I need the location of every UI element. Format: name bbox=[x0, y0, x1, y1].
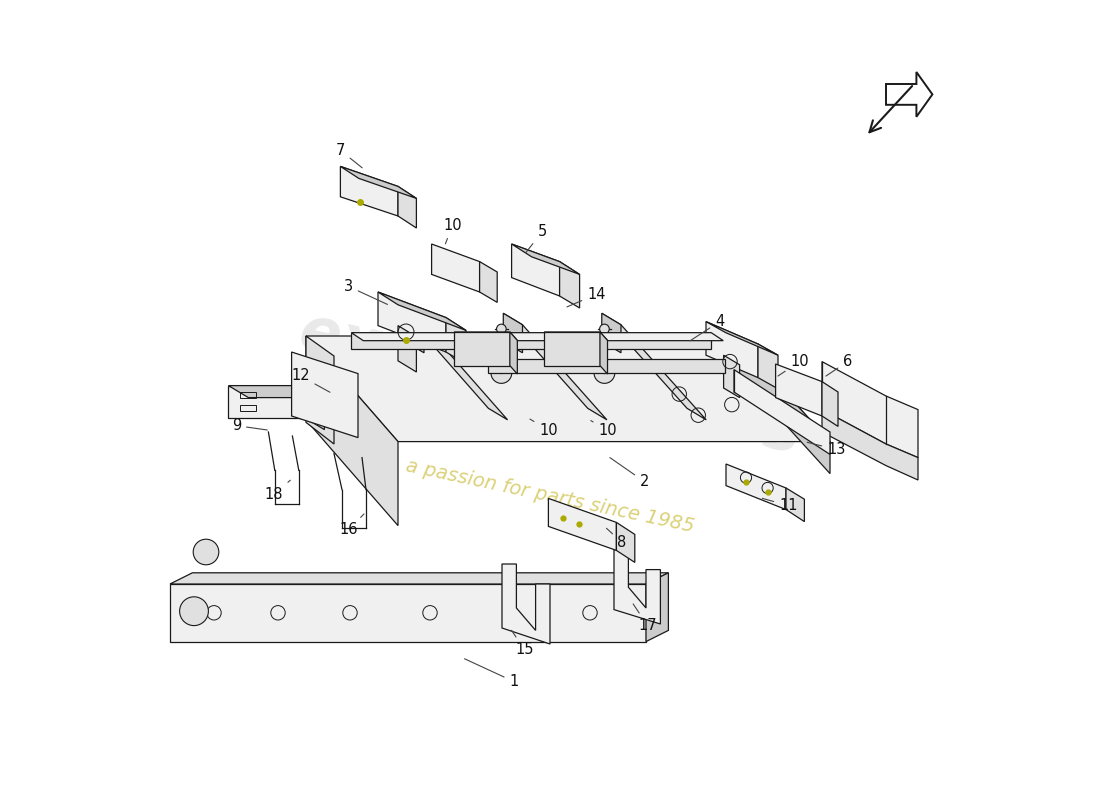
Text: 3: 3 bbox=[344, 279, 387, 305]
Polygon shape bbox=[544, 332, 600, 366]
Polygon shape bbox=[509, 332, 517, 374]
Text: 5: 5 bbox=[526, 225, 547, 252]
Polygon shape bbox=[398, 186, 417, 228]
Polygon shape bbox=[454, 332, 517, 341]
Text: a passion for parts since 1985: a passion for parts since 1985 bbox=[404, 456, 696, 536]
Polygon shape bbox=[706, 322, 758, 378]
Polygon shape bbox=[351, 333, 712, 349]
Circle shape bbox=[491, 362, 512, 383]
Text: 2: 2 bbox=[609, 458, 649, 489]
Text: 11: 11 bbox=[762, 498, 798, 513]
Polygon shape bbox=[305, 386, 324, 430]
Polygon shape bbox=[726, 464, 786, 510]
Text: 10: 10 bbox=[530, 419, 558, 438]
Polygon shape bbox=[351, 333, 723, 341]
Polygon shape bbox=[616, 522, 635, 562]
Polygon shape bbox=[431, 244, 480, 292]
Polygon shape bbox=[340, 166, 398, 216]
Polygon shape bbox=[822, 382, 838, 426]
Polygon shape bbox=[340, 166, 417, 198]
Text: 12: 12 bbox=[292, 369, 330, 392]
Polygon shape bbox=[378, 292, 466, 330]
Text: 8: 8 bbox=[606, 528, 627, 550]
Circle shape bbox=[179, 597, 208, 626]
Text: 15: 15 bbox=[512, 630, 534, 657]
Polygon shape bbox=[306, 336, 830, 442]
Polygon shape bbox=[454, 332, 509, 366]
Text: 10: 10 bbox=[443, 218, 462, 244]
Circle shape bbox=[496, 324, 506, 334]
Polygon shape bbox=[504, 314, 522, 353]
Polygon shape bbox=[786, 488, 804, 522]
Polygon shape bbox=[480, 262, 497, 302]
Polygon shape bbox=[614, 550, 660, 624]
Polygon shape bbox=[602, 314, 706, 420]
Text: 1: 1 bbox=[464, 658, 518, 689]
Polygon shape bbox=[600, 332, 607, 374]
Polygon shape bbox=[776, 364, 822, 416]
Polygon shape bbox=[306, 336, 398, 526]
Text: 16: 16 bbox=[339, 514, 364, 537]
Text: 17: 17 bbox=[634, 604, 657, 633]
Polygon shape bbox=[446, 318, 466, 364]
Polygon shape bbox=[734, 336, 830, 474]
Polygon shape bbox=[822, 362, 918, 458]
Polygon shape bbox=[170, 584, 646, 642]
Polygon shape bbox=[502, 564, 550, 644]
Polygon shape bbox=[229, 386, 324, 398]
Polygon shape bbox=[602, 314, 621, 353]
Text: 9: 9 bbox=[232, 418, 267, 433]
Polygon shape bbox=[398, 326, 417, 372]
Polygon shape bbox=[292, 352, 358, 438]
Text: 10: 10 bbox=[778, 354, 808, 376]
Polygon shape bbox=[512, 244, 580, 274]
Text: 13: 13 bbox=[807, 442, 846, 457]
Polygon shape bbox=[646, 573, 669, 642]
Polygon shape bbox=[504, 314, 607, 420]
Text: 7: 7 bbox=[336, 143, 362, 168]
Circle shape bbox=[600, 324, 609, 334]
Polygon shape bbox=[170, 573, 669, 584]
Text: explodedviews: explodedviews bbox=[294, 302, 806, 466]
Polygon shape bbox=[734, 370, 830, 454]
Text: 14: 14 bbox=[566, 287, 606, 307]
Polygon shape bbox=[544, 332, 607, 341]
Polygon shape bbox=[560, 262, 580, 308]
Text: 6: 6 bbox=[826, 354, 852, 376]
Text: 10: 10 bbox=[591, 421, 617, 438]
Polygon shape bbox=[306, 336, 334, 444]
Polygon shape bbox=[488, 358, 725, 373]
Polygon shape bbox=[512, 244, 560, 296]
Text: 18: 18 bbox=[265, 480, 290, 502]
Polygon shape bbox=[378, 292, 446, 352]
Polygon shape bbox=[229, 386, 305, 418]
Polygon shape bbox=[822, 410, 918, 480]
Polygon shape bbox=[405, 314, 507, 420]
Circle shape bbox=[594, 362, 615, 383]
Polygon shape bbox=[758, 344, 778, 389]
Polygon shape bbox=[706, 322, 778, 355]
Circle shape bbox=[194, 539, 219, 565]
Text: 4: 4 bbox=[690, 314, 724, 341]
Polygon shape bbox=[549, 498, 616, 550]
Polygon shape bbox=[405, 314, 424, 353]
Polygon shape bbox=[724, 355, 739, 398]
